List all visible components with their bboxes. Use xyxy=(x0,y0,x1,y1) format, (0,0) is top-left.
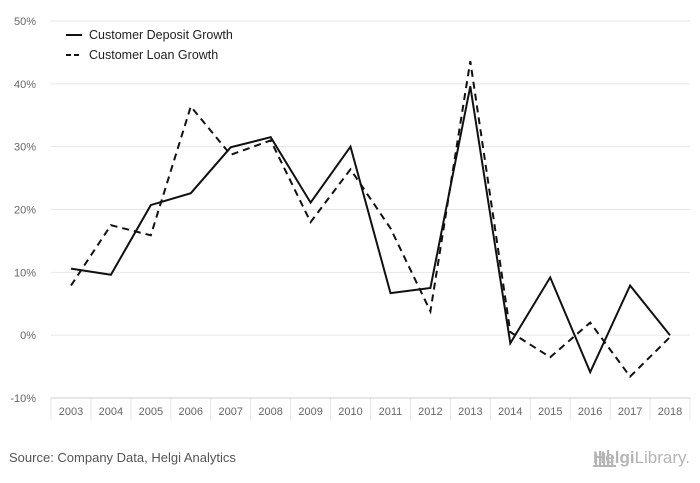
y-tick-label: 50% xyxy=(14,16,36,28)
y-tick-label: 0% xyxy=(20,330,36,342)
legend-item-label[interactable]: Customer Deposit Growth xyxy=(89,28,233,42)
y-tick-label: 20% xyxy=(14,205,36,217)
x-tick-label: 2010 xyxy=(338,406,362,418)
series-line-customer-deposit-growth[interactable] xyxy=(70,86,671,375)
legend-item-label[interactable]: Customer Loan Growth xyxy=(89,48,218,62)
x-tick-label: 2017 xyxy=(618,406,642,418)
x-tick-label: 2011 xyxy=(379,406,403,418)
x-tick-label: 2003 xyxy=(59,406,83,418)
x-tick-label: 2015 xyxy=(538,406,562,418)
x-tick-label: 2005 xyxy=(139,406,163,418)
x-tick-label: 2016 xyxy=(578,406,602,418)
logo-text-regular: Library. xyxy=(634,448,690,467)
y-tick-label: 30% xyxy=(14,142,36,154)
x-tick-label: 2018 xyxy=(658,406,682,418)
line-chart: -10% 0% 10% 20% 30% 40% 50% 2003 2004 2005 2006 200… xyxy=(10,16,691,420)
library-icon xyxy=(593,450,616,467)
series-line-customer-loan-growth[interactable] xyxy=(70,61,671,379)
y-tick-label: 40% xyxy=(14,79,36,91)
x-tick-label: 2008 xyxy=(258,406,282,418)
x-tick-label: 2012 xyxy=(418,406,442,418)
x-tick-label: 2013 xyxy=(458,406,482,418)
source-note: Source: Company Data, Helgi Analytics xyxy=(9,450,236,465)
y-tick-label: -10% xyxy=(10,393,36,405)
x-tick-label: 2004 xyxy=(99,406,123,418)
x-tick-label: 2007 xyxy=(218,406,242,418)
y-tick-label: 10% xyxy=(14,267,36,279)
x-tick-label: 2009 xyxy=(298,406,322,418)
x-tick-label: 2006 xyxy=(179,406,203,418)
helgi-library-logo[interactable]: Helgi Library. xyxy=(593,448,690,468)
x-tick-label: 2014 xyxy=(498,406,522,418)
